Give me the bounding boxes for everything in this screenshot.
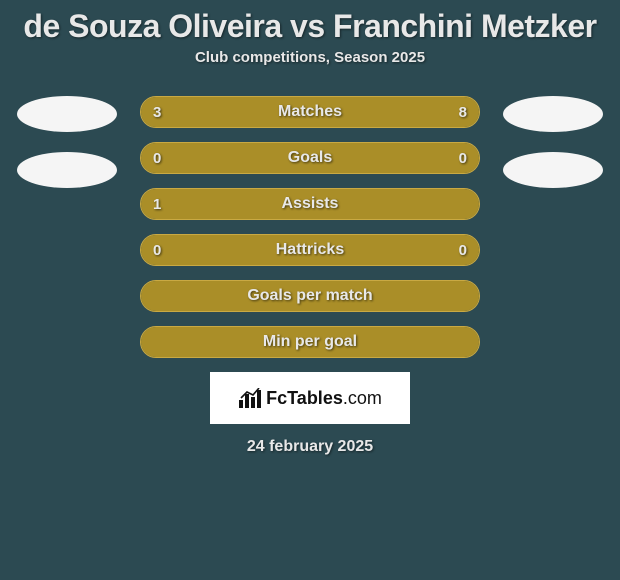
stat-value-right: 8 <box>459 97 467 127</box>
stat-bar: Min per goal <box>140 326 480 358</box>
stat-value-left: 0 <box>153 143 161 173</box>
page-title: de Souza Oliveira vs Franchini Metzker <box>0 0 620 49</box>
bar-chart-icon <box>238 388 262 408</box>
stat-label: Goals per match <box>141 281 479 311</box>
comparison-area: Matches38Goals00Assists1Hattricks00Goals… <box>0 96 620 358</box>
left-team-avatar <box>17 152 117 188</box>
stat-bar: Hattricks0 0 <box>140 234 480 266</box>
stat-value-left: 0 <box>153 235 161 265</box>
stat-value-right: 0 <box>459 235 467 265</box>
brand-badge: FcTables.com <box>210 372 410 424</box>
right-avatar-column <box>498 96 608 188</box>
footer-date: 24 february 2025 <box>0 438 620 456</box>
stat-bar: Goals0 0 <box>140 142 480 174</box>
stat-label: Min per goal <box>141 327 479 357</box>
stat-label: Assists <box>141 189 479 219</box>
comparison-bars: Matches38Goals00Assists1Hattricks00Goals… <box>140 96 480 358</box>
brand-text: FcTables.com <box>266 388 382 409</box>
stat-value-right: 0 <box>459 143 467 173</box>
stat-label: Hattricks <box>141 235 479 265</box>
right-team-avatar <box>503 152 603 188</box>
stat-bar: Assists1 <box>140 188 480 220</box>
stat-label: Goals <box>141 143 479 173</box>
stat-bar: Goals per match <box>140 280 480 312</box>
stat-value-left: 1 <box>153 189 161 219</box>
left-player-avatar <box>17 96 117 132</box>
brand-suffix: .com <box>343 388 382 408</box>
right-player-avatar <box>503 96 603 132</box>
brand-name: FcTables <box>266 388 343 408</box>
stat-bar: Matches3 8 <box>140 96 480 128</box>
left-avatar-column <box>12 96 122 188</box>
page-subtitle: Club competitions, Season 2025 <box>0 49 620 66</box>
stat-value-left: 3 <box>153 97 161 127</box>
stat-label: Matches <box>141 97 479 127</box>
